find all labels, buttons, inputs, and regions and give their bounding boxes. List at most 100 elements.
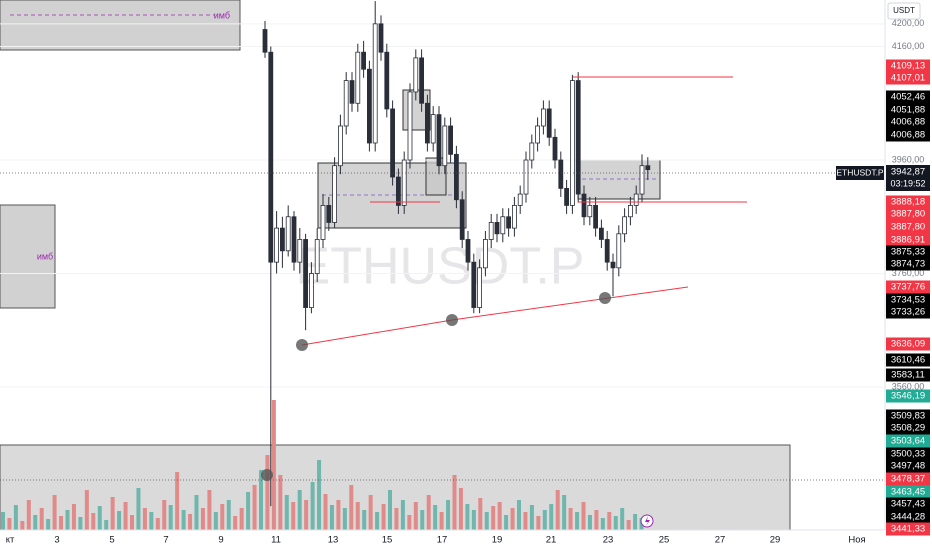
volume-bar <box>117 511 122 530</box>
price-badge <box>886 103 930 117</box>
price-badge <box>886 510 930 524</box>
price-badge-label: 3457,43 <box>891 499 925 510</box>
volume-bar <box>581 502 586 530</box>
candle-body <box>332 165 338 223</box>
price-badge-label: 3444,28 <box>891 512 925 523</box>
volume-bar <box>142 508 147 530</box>
volume-bar <box>304 500 309 530</box>
volume-bar <box>471 510 476 530</box>
candle-body <box>564 187 569 206</box>
volume-bar <box>39 508 44 530</box>
x-tick-label: 11 <box>271 535 281 546</box>
candle-body <box>581 193 587 218</box>
candle-body <box>482 239 488 269</box>
candle-body <box>506 216 512 229</box>
candle-body <box>546 108 552 138</box>
volume-bar <box>78 517 83 530</box>
currency-button[interactable] <box>887 2 921 20</box>
x-tick-label: 19 <box>492 535 503 546</box>
candle-body <box>424 102 430 144</box>
candle-body <box>616 233 622 269</box>
volume-bar <box>123 502 128 530</box>
volume-bar <box>439 512 444 530</box>
plot-background <box>0 0 885 530</box>
volume-bar <box>413 502 418 530</box>
volume-bar <box>323 494 328 530</box>
candle-body <box>366 68 372 144</box>
price-badge <box>886 353 930 367</box>
candle-body <box>262 29 268 53</box>
candle-body <box>407 91 413 161</box>
volume-bar <box>594 510 599 530</box>
volume-bar <box>542 510 547 530</box>
price-badge-label: 4006,88 <box>891 117 925 128</box>
x-tick-label: Ноя <box>848 535 865 546</box>
candle-body <box>558 159 564 189</box>
x-tick-label: 29 <box>770 535 781 546</box>
candle-body <box>297 239 303 263</box>
volume-bar <box>613 516 618 530</box>
price-badge-label: 3546,19 <box>891 391 925 402</box>
candle-body <box>570 80 575 206</box>
price-badge <box>886 128 930 142</box>
candle-body <box>593 205 598 229</box>
candle-body <box>512 205 517 229</box>
volume-bar <box>110 497 115 530</box>
volume-bar <box>420 510 425 530</box>
candle-body <box>372 23 378 144</box>
volume-bar <box>381 504 386 530</box>
volume-bar <box>549 504 554 530</box>
volume-bar <box>104 520 109 530</box>
volume-bar <box>130 515 134 530</box>
price-badge <box>886 447 930 461</box>
candle-body <box>488 222 494 240</box>
volume-bar <box>246 492 251 530</box>
candle-body <box>610 261 616 269</box>
candle-body <box>337 125 343 167</box>
price-badge <box>886 485 930 499</box>
volume-bar <box>517 500 521 530</box>
volume-bar <box>458 488 463 530</box>
price-badge <box>886 409 930 423</box>
price-badge-label: 4109,13 <box>891 61 925 72</box>
price-badge <box>886 337 930 351</box>
price-badge <box>886 522 930 536</box>
volume-bar <box>284 495 289 530</box>
volume-bar <box>84 490 89 530</box>
volume-bar <box>452 475 457 530</box>
volume-bar <box>1 512 5 530</box>
price-badge <box>886 115 930 129</box>
candle-body <box>639 165 645 195</box>
price-badge-label: 3583,11 <box>891 370 925 381</box>
price-badge <box>886 257 930 271</box>
price-badge-label: 3441,33 <box>891 524 925 535</box>
symbol-tag-label: ETHUSDT.P <box>836 167 884 177</box>
volume-bar <box>175 472 180 530</box>
last-price: 3942,87 <box>891 167 925 178</box>
volume-bar <box>188 514 193 530</box>
volume-bar <box>555 490 560 530</box>
candle-body <box>285 216 291 252</box>
zone <box>425 157 447 196</box>
price-badge-label: 3887,80 <box>891 222 925 233</box>
price-badge <box>886 293 930 307</box>
y-tick-label: 4160,00 <box>892 41 925 51</box>
candle-body <box>274 227 280 263</box>
price-badge-label: 3636,09 <box>891 339 925 350</box>
volume-bar <box>607 512 612 530</box>
price-badge <box>886 220 930 234</box>
volume-bar <box>529 505 534 530</box>
price-badge <box>886 305 930 319</box>
drawings <box>0 76 885 528</box>
price-badge <box>886 245 930 259</box>
price-badge-label: 4052,46 <box>891 92 925 103</box>
x-tick-label: 23 <box>603 535 614 546</box>
price-badge-label: 3503,64 <box>891 436 925 447</box>
time-axis <box>0 530 885 550</box>
volume-bar <box>91 513 96 530</box>
candle-body <box>343 80 349 127</box>
candle-body <box>517 193 523 206</box>
candle-body <box>320 205 326 240</box>
countdown: 03:19:52 <box>890 178 925 188</box>
